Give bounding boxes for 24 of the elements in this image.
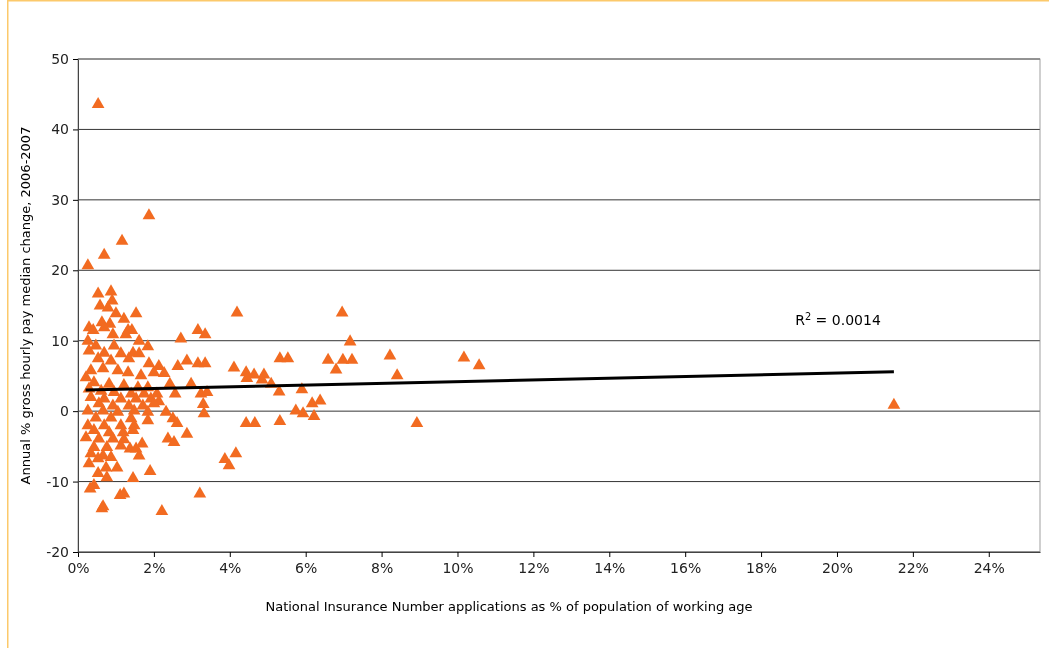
y-tick-label: -10 <box>46 473 69 490</box>
x-tick-label: 14% <box>594 559 626 576</box>
y-tick-label: 50 <box>51 50 69 67</box>
x-tick-label: 6% <box>295 559 318 576</box>
annotation: R$^{2}$ = 0.0014 <box>795 310 881 328</box>
y-axis-title: Annual % gross hourly pay median change, 2006-2007 <box>18 126 33 485</box>
x-tick-label: 10% <box>442 559 474 576</box>
x-tick-label: 18% <box>746 559 778 576</box>
y-tick-label: 30 <box>51 191 69 208</box>
x-tick-label: 22% <box>897 559 929 576</box>
x-tick-label: 16% <box>670 559 702 576</box>
y-tick-label: 0 <box>60 403 69 420</box>
y-tick-label: 10 <box>51 332 69 349</box>
x-tick-label: 24% <box>973 559 1005 576</box>
x-tick-label: 12% <box>518 559 550 576</box>
x-axis-title: National Insurance Number applications as % of population of working age <box>265 599 753 614</box>
y-tick-label: 40 <box>51 121 69 138</box>
x-tick-label: 0% <box>67 559 90 576</box>
y-tick-label: -20 <box>46 543 69 560</box>
x-tick-label: 2% <box>143 559 166 576</box>
x-tick-label: 8% <box>370 559 394 576</box>
x-tick-label: 4% <box>219 559 242 576</box>
x-tick-label: 20% <box>821 559 854 576</box>
y-tick-label: 20 <box>51 262 69 279</box>
